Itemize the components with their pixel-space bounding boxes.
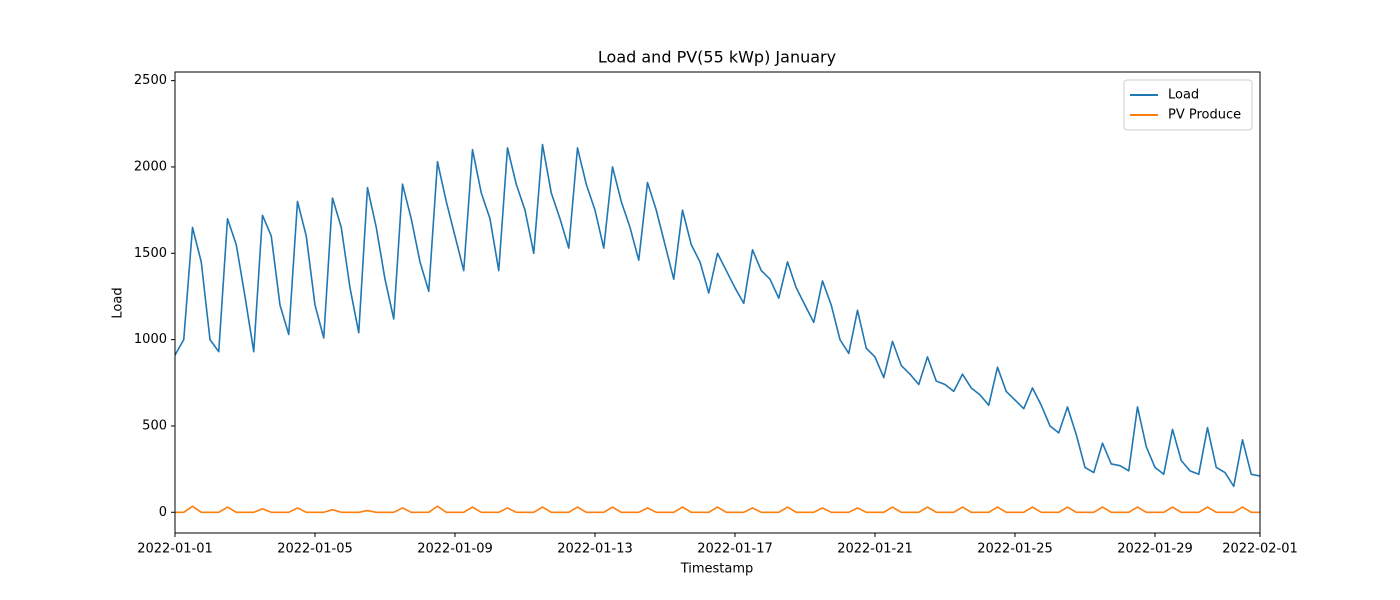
legend-label: PV Produce bbox=[1168, 108, 1241, 123]
y-tick-label: 1500 bbox=[134, 246, 167, 261]
chart-title: Load and PV(55 kWp) January bbox=[598, 48, 836, 67]
y-tick-label: 2000 bbox=[134, 159, 167, 174]
x-tick-label: 2022-01-29 bbox=[1117, 542, 1193, 557]
legend-box bbox=[1123, 79, 1253, 131]
data-line bbox=[174, 143, 1261, 488]
x-tick-label: 2022-01-13 bbox=[557, 542, 633, 557]
x-tick-label: 2022-01-09 bbox=[417, 542, 493, 557]
x-tick-label: 2022-01-17 bbox=[697, 542, 773, 557]
x-tick-label: 2022-01-05 bbox=[277, 542, 353, 557]
y-tick-label: 500 bbox=[142, 418, 167, 433]
x-tick-label: 2022-01-01 bbox=[137, 542, 213, 557]
x-tick-label: 2022-01-21 bbox=[837, 542, 913, 557]
plot-frame bbox=[174, 71, 1261, 534]
legend-label: Load bbox=[1168, 88, 1199, 103]
x-axis-label: Timestamp bbox=[680, 562, 754, 577]
y-tick-label: 1000 bbox=[134, 332, 167, 347]
y-tick-label: 0 bbox=[159, 505, 167, 520]
y-axis-label: Load bbox=[111, 287, 126, 318]
x-tick-label: 2022-01-25 bbox=[977, 542, 1053, 557]
y-tick-label: 2500 bbox=[134, 73, 167, 88]
x-tick-label: 2022-02-01 bbox=[1222, 542, 1298, 557]
legend: Load PV Produce bbox=[1123, 79, 1253, 131]
data-line bbox=[175, 505, 1260, 514]
